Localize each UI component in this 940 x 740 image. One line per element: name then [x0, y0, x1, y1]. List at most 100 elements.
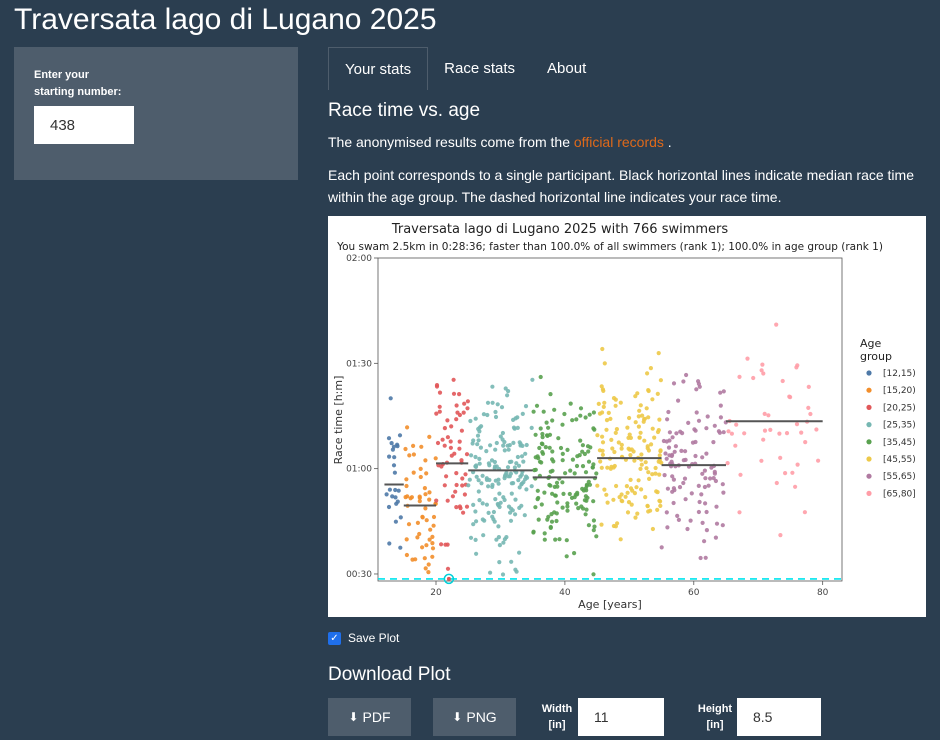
- data-point: [540, 451, 546, 456]
- download-png-button[interactable]: ⬇ PNG: [433, 698, 516, 736]
- height-input[interactable]: [737, 698, 821, 736]
- data-point: [555, 484, 560, 489]
- data-point: [519, 472, 524, 477]
- data-point: [497, 560, 502, 565]
- data-point: [474, 551, 479, 556]
- data-point: [405, 425, 410, 430]
- data-point: [434, 383, 440, 388]
- data-point: [551, 459, 556, 464]
- data-point: [417, 531, 422, 537]
- data-point: [636, 414, 641, 419]
- data-point: [655, 391, 660, 396]
- data-point: [515, 454, 520, 460]
- data-point: [442, 483, 447, 488]
- data-point: [600, 452, 605, 457]
- data-point: [516, 478, 521, 483]
- starting-number-input[interactable]: [34, 106, 134, 144]
- data-point: [704, 528, 709, 533]
- data-point: [479, 481, 484, 486]
- official-records-link[interactable]: official records: [573, 134, 664, 150]
- data-point: [659, 545, 664, 550]
- data-point: [426, 570, 431, 575]
- data-point: [679, 448, 684, 453]
- data-point: [599, 465, 604, 470]
- data-point: [524, 487, 529, 492]
- data-point: [704, 509, 709, 515]
- chart-subtitle: You swam 2.5km in 0:28:36; faster than 1…: [336, 241, 883, 253]
- data-point: [459, 458, 464, 463]
- data-point: [628, 435, 633, 440]
- legend-title-line2: group: [860, 350, 892, 363]
- legend-entry: [15,20): [883, 386, 916, 396]
- checkbox-checked-icon[interactable]: ✓: [328, 631, 341, 645]
- data-point: [573, 492, 578, 497]
- save-plot-checkbox[interactable]: ✓ Save Plot: [328, 631, 399, 645]
- data-point: [420, 545, 425, 550]
- data-point: [639, 462, 644, 467]
- data-point: [670, 474, 675, 479]
- data-point: [586, 479, 591, 484]
- data-point: [440, 437, 445, 442]
- data-point: [693, 453, 698, 459]
- data-point: [478, 445, 483, 450]
- data-point: [553, 537, 558, 542]
- data-point: [454, 403, 459, 408]
- data-point: [489, 458, 495, 463]
- data-point: [561, 491, 566, 496]
- data-point: [795, 462, 800, 467]
- download-pdf-button[interactable]: ⬇ PDF: [328, 698, 411, 736]
- data-point: [737, 374, 742, 379]
- tab-about[interactable]: About: [547, 60, 587, 77]
- data-point: [648, 508, 653, 513]
- data-point: [655, 490, 660, 495]
- data-point: [583, 470, 589, 475]
- data-point: [396, 488, 401, 493]
- data-point: [454, 471, 459, 476]
- tab-race-stats[interactable]: Race stats: [444, 60, 516, 77]
- data-point: [712, 423, 717, 428]
- data-point: [583, 415, 588, 420]
- data-point: [602, 487, 607, 492]
- data-point: [524, 442, 529, 448]
- sidebar-panel: Enter your starting number:: [14, 47, 298, 180]
- data-point: [592, 427, 597, 432]
- data-point: [459, 428, 464, 433]
- download-icon: ⬇: [452, 710, 463, 724]
- data-point: [497, 543, 502, 548]
- data-point: [473, 416, 478, 421]
- data-point: [506, 474, 511, 479]
- data-point: [596, 401, 601, 406]
- data-point: [486, 510, 491, 515]
- data-point: [469, 453, 474, 458]
- download-plot-title: Download Plot: [328, 664, 451, 685]
- data-point: [534, 403, 540, 408]
- data-point: [465, 406, 470, 411]
- data-point: [644, 406, 649, 411]
- data-point: [500, 430, 505, 436]
- data-point: [509, 459, 514, 464]
- data-point: [576, 506, 581, 511]
- data-point: [452, 451, 457, 456]
- data-point: [600, 346, 605, 352]
- y-axis-label: Race time [h:m]: [332, 376, 345, 465]
- data-point: [601, 404, 606, 409]
- tab-your-stats[interactable]: Your stats: [328, 47, 429, 90]
- data-point: [454, 505, 459, 510]
- data-point: [488, 570, 493, 575]
- legend-entry: [35,45): [883, 438, 916, 448]
- data-point: [591, 572, 596, 577]
- data-point: [586, 449, 591, 454]
- width-label: Width [in]: [541, 703, 573, 731]
- data-point: [391, 463, 397, 468]
- data-point: [688, 518, 693, 523]
- data-point: [457, 412, 462, 418]
- data-point: [560, 422, 565, 427]
- width-input[interactable]: [578, 698, 664, 736]
- data-point: [523, 451, 528, 456]
- data-point: [677, 485, 683, 490]
- data-point: [760, 362, 765, 367]
- data-point: [508, 510, 513, 515]
- data-point: [696, 483, 701, 488]
- data-point: [646, 388, 651, 393]
- data-point: [672, 449, 677, 454]
